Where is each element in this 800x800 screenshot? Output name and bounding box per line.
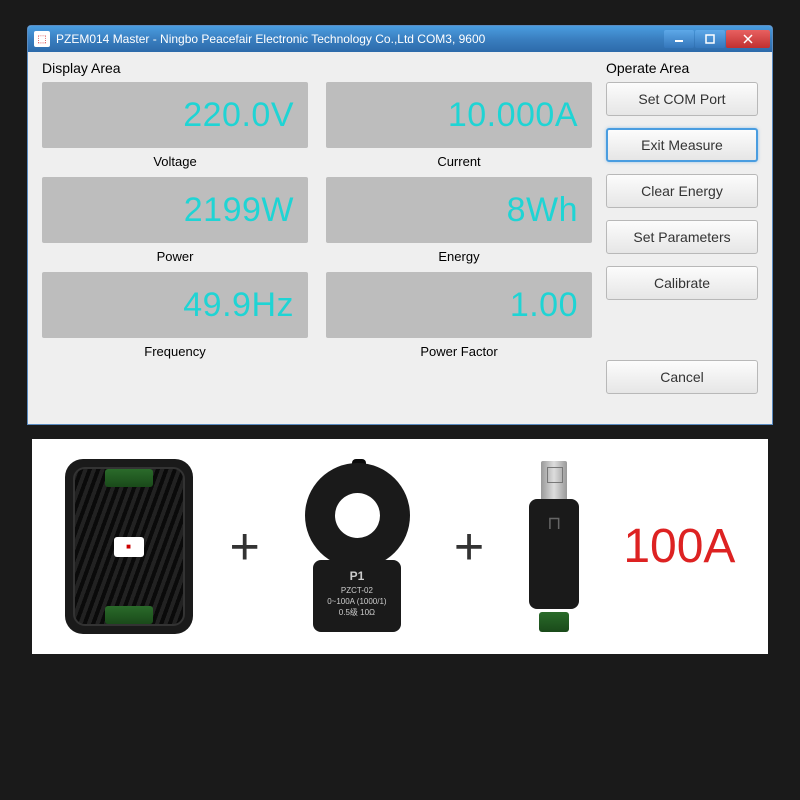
maximize-icon — [705, 34, 715, 44]
set-com-port-button[interactable]: Set COM Port — [606, 82, 758, 116]
device-usb-adapter-icon — [521, 459, 586, 634]
app-window: ⬚ PZEM014 Master - Ningbo Peacefair Elec… — [27, 25, 773, 425]
set-parameters-button[interactable]: Set Parameters — [606, 220, 758, 254]
power-factor-value: 1.00 — [510, 286, 578, 325]
metric-energy: 8Wh Energy — [326, 177, 592, 264]
minimize-icon — [674, 34, 684, 44]
close-button[interactable] — [726, 30, 770, 48]
device-meter-icon: ■ — [65, 459, 193, 634]
minimize-button[interactable] — [664, 30, 694, 48]
operate-area: Operate Area Set COM Port Exit Measure C… — [606, 60, 758, 406]
display-area-title: Display Area — [42, 60, 592, 76]
close-icon — [743, 34, 753, 44]
power-value: 2199W — [184, 191, 294, 230]
ct-label-p1: P1 — [313, 568, 401, 585]
metric-frequency: 49.9Hz Frequency — [42, 272, 308, 359]
product-panel: ■ + P1 PZCT-02 0~100A (1000/1) 0.5级 10Ω … — [32, 439, 768, 654]
ct-label-model: PZCT-02 — [313, 585, 401, 596]
energy-value: 8Wh — [507, 191, 578, 230]
maximize-button[interactable] — [695, 30, 725, 48]
device-ct-clamp-icon: P1 PZCT-02 0~100A (1000/1) 0.5级 10Ω — [297, 459, 417, 634]
plus-icon: + — [230, 517, 260, 577]
energy-label: Energy — [326, 249, 592, 264]
cancel-button[interactable]: Cancel — [606, 360, 758, 394]
window-body: Display Area 220.0V Voltage 10.000A Curr… — [28, 52, 772, 424]
current-value: 10.000A — [448, 96, 578, 135]
metric-power: 2199W Power — [42, 177, 308, 264]
power-label: Power — [42, 249, 308, 264]
metric-power-factor: 1.00 Power Factor — [326, 272, 592, 359]
frequency-label: Frequency — [42, 344, 308, 359]
calibrate-button[interactable]: Calibrate — [606, 266, 758, 300]
amp-rating: 100A — [623, 519, 735, 574]
clear-energy-button[interactable]: Clear Energy — [606, 174, 758, 208]
metric-voltage: 220.0V Voltage — [42, 82, 308, 169]
plus-icon: + — [454, 517, 484, 577]
frequency-value: 49.9Hz — [183, 286, 294, 325]
voltage-label: Voltage — [42, 154, 308, 169]
operate-area-title: Operate Area — [606, 60, 758, 76]
window-title: PZEM014 Master - Ningbo Peacefair Electr… — [56, 32, 664, 46]
power-factor-label: Power Factor — [326, 344, 592, 359]
app-icon: ⬚ — [34, 31, 50, 47]
exit-measure-button[interactable]: Exit Measure — [606, 128, 758, 162]
metric-current: 10.000A Current — [326, 82, 592, 169]
ct-label-spec2: 0.5级 10Ω — [313, 607, 401, 618]
ct-label-spec1: 0~100A (1000/1) — [313, 596, 401, 607]
display-area: Display Area 220.0V Voltage 10.000A Curr… — [42, 60, 592, 406]
current-label: Current — [326, 154, 592, 169]
titlebar[interactable]: ⬚ PZEM014 Master - Ningbo Peacefair Elec… — [28, 26, 772, 52]
voltage-value: 220.0V — [183, 96, 294, 135]
